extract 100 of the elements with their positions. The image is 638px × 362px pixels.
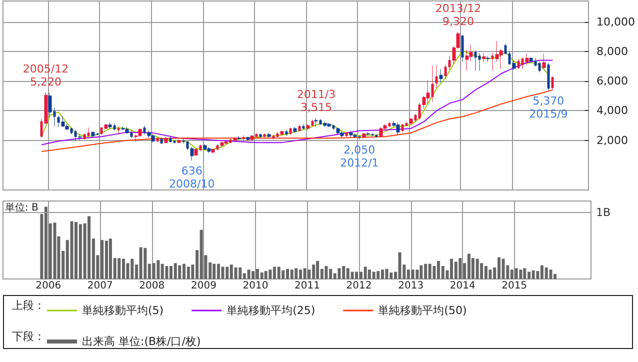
bar <box>519 270 522 279</box>
bar <box>324 266 328 279</box>
candlestick <box>314 118 318 128</box>
bar <box>385 268 388 279</box>
bar <box>372 272 376 279</box>
y-tick-label: 10,000 <box>596 15 636 28</box>
y-tick-label: 8,000 <box>596 44 628 58</box>
bar <box>467 254 470 279</box>
bar <box>476 258 479 279</box>
bar <box>234 267 238 279</box>
bar <box>294 268 298 279</box>
candlestick <box>233 137 237 142</box>
candlestick <box>298 124 301 132</box>
candlestick <box>203 144 207 150</box>
bar <box>160 264 164 279</box>
candlestick <box>267 132 271 138</box>
ref-line-label: 1B <box>596 206 611 220</box>
candlestick <box>362 132 366 138</box>
candlestick <box>259 133 262 138</box>
candlestick <box>117 126 120 135</box>
bar <box>247 270 250 279</box>
bar <box>165 266 168 279</box>
candlestick <box>379 126 383 138</box>
bar <box>144 248 147 279</box>
candlestick <box>340 131 344 138</box>
candlestick <box>173 140 176 144</box>
candlestick <box>177 139 181 144</box>
bar <box>428 264 432 279</box>
candlestick <box>272 134 275 140</box>
candlestick <box>474 50 477 71</box>
x-tick-label: 2015 <box>502 280 528 292</box>
bar <box>238 267 242 279</box>
legend-title: 上段： <box>12 299 45 312</box>
candlestick <box>151 134 155 143</box>
candlestick <box>78 134 82 141</box>
annotation: 2005/12 5,220 <box>22 62 69 89</box>
bar <box>152 263 156 279</box>
candlestick <box>211 148 215 154</box>
bar <box>268 270 272 279</box>
candlestick <box>529 57 533 63</box>
bar <box>88 216 91 279</box>
bar <box>118 258 121 279</box>
candlestick <box>156 137 159 142</box>
candlestick <box>409 118 413 126</box>
candlestick <box>61 116 65 128</box>
candlestick <box>486 56 490 62</box>
candlestick <box>302 124 305 130</box>
candlestick <box>285 130 288 136</box>
candlestick <box>293 126 297 134</box>
annotation: 単位: B <box>5 202 39 214</box>
annotation: 5,370 2015/9 <box>529 94 568 120</box>
candlestick <box>280 130 284 136</box>
candlestick <box>306 124 310 130</box>
candlestick <box>482 52 486 62</box>
candlestick <box>517 58 520 70</box>
bar <box>514 268 518 279</box>
candlestick <box>125 126 129 134</box>
bar <box>553 274 556 279</box>
candlestick <box>246 136 250 142</box>
bar <box>350 272 354 279</box>
candlestick <box>542 53 546 70</box>
x-tick-label: 2012 <box>346 280 372 292</box>
bar <box>139 247 142 279</box>
legend-label: 単純移動平均(25) <box>226 304 316 317</box>
candlestick <box>401 124 404 132</box>
candlestick <box>396 122 400 136</box>
x-tick-label: 2009 <box>191 280 216 292</box>
y-tick-label: 6,000 <box>596 74 628 88</box>
candlestick <box>87 127 90 137</box>
bar <box>303 268 306 279</box>
candlestick <box>478 52 481 71</box>
x-tick-label: 2010 <box>242 280 268 292</box>
x-tick-label: 2011 <box>294 280 320 292</box>
bar <box>216 264 220 279</box>
candlestick <box>250 134 254 141</box>
bar <box>290 270 294 279</box>
bar <box>53 222 56 279</box>
annotation: 2,050 2012/1 <box>340 144 379 170</box>
annotation: 2013/12 9,320 <box>435 2 482 28</box>
candlestick <box>547 63 550 91</box>
candlestick <box>91 131 95 138</box>
bar <box>420 265 423 279</box>
bar <box>252 271 255 279</box>
bar <box>480 263 484 279</box>
candlestick <box>108 122 112 129</box>
bar <box>282 270 285 279</box>
candlestick <box>263 133 266 138</box>
candlestick <box>169 136 172 143</box>
bar <box>126 263 130 279</box>
candlestick <box>538 62 541 72</box>
candlestick <box>375 134 378 138</box>
candlestick <box>220 142 224 148</box>
bar <box>186 266 190 279</box>
bar <box>484 266 488 279</box>
bar <box>156 260 160 279</box>
bar <box>338 268 341 279</box>
bar <box>380 270 384 279</box>
bar <box>454 262 458 279</box>
legend-title: 下段： <box>12 330 45 343</box>
y-tick-label: 4,000 <box>596 104 628 118</box>
